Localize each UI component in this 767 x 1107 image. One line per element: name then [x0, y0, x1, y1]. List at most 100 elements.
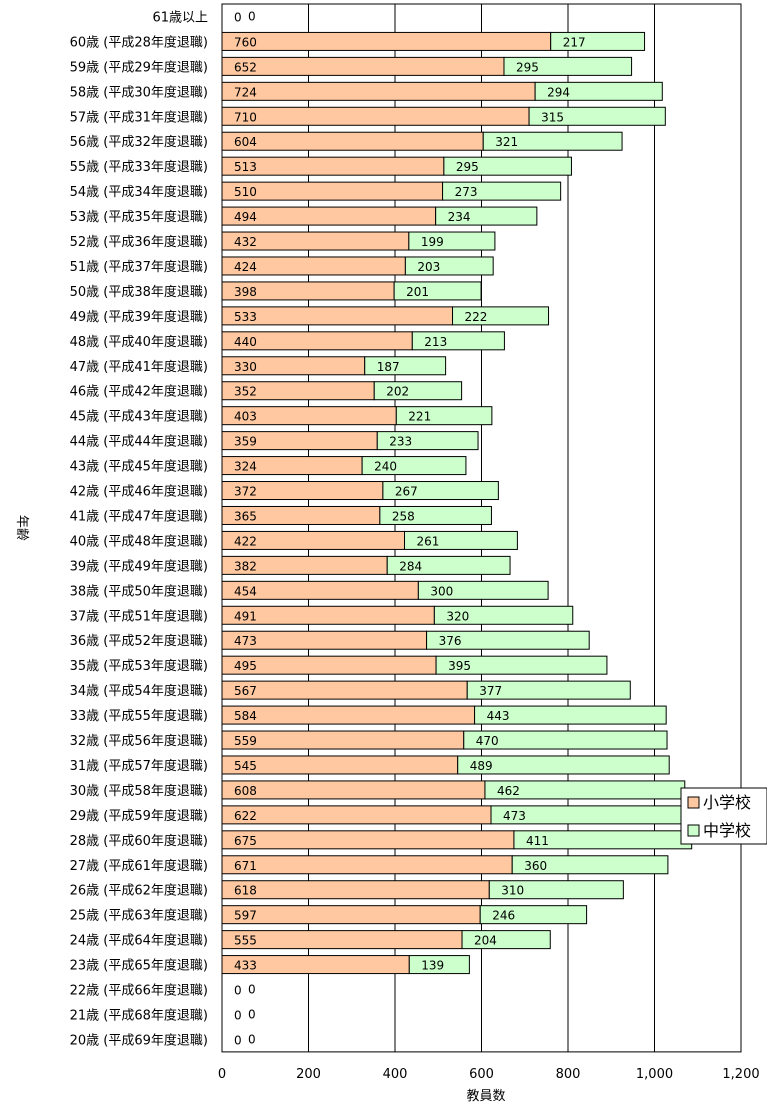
- value-label-elementary: 382: [234, 559, 257, 573]
- legend-swatch: [687, 824, 700, 837]
- value-label-junior-high: 204: [474, 934, 497, 948]
- category-label: 52歳 (平成36年度退職): [70, 234, 208, 250]
- value-label-elementary: 433: [234, 959, 257, 973]
- bar-junior-high: [361, 456, 467, 476]
- bar-junior-high: [482, 131, 623, 151]
- value-label-junior-high: 233: [389, 435, 412, 449]
- category-label: 34歳 (平成54年度退職): [70, 683, 208, 699]
- bar-elementary: [221, 905, 481, 925]
- bar-junior-high: [435, 206, 538, 226]
- category-label: 27歳 (平成61年度退職): [70, 858, 208, 874]
- value-label-elementary: 352: [234, 385, 257, 399]
- value-label-junior-high: 221: [408, 410, 431, 424]
- category-label: 35歳 (平成53年度退職): [70, 658, 208, 674]
- bar-junior-high: [443, 156, 572, 176]
- bar-junior-high: [393, 281, 482, 301]
- value-label-elementary: 324: [234, 460, 257, 474]
- value-label-elementary: 710: [234, 110, 257, 124]
- category-label: 54歳 (平成34年度退職): [70, 184, 208, 200]
- value-label-elementary: 330: [234, 360, 257, 374]
- value-label-junior-high: 0: [248, 9, 256, 23]
- value-label-elementary: 597: [234, 909, 257, 923]
- value-label-elementary: 365: [234, 509, 257, 523]
- bar-junior-high: [550, 31, 646, 51]
- value-label-elementary: 584: [234, 709, 257, 723]
- category-label: 39歳 (平成49年度退職): [70, 558, 208, 574]
- bar-elementary: [221, 730, 465, 750]
- category-label: 61歳以上: [152, 10, 208, 25]
- value-label-junior-high: 201: [406, 285, 429, 299]
- category-label: 22歳 (平成66年度退職): [70, 983, 208, 999]
- bar-junior-high: [408, 231, 496, 251]
- bar-junior-high: [364, 356, 447, 376]
- category-label: 57歳 (平成31年度退職): [70, 109, 208, 125]
- bar-elementary: [221, 705, 476, 725]
- bar-elementary: [221, 880, 490, 900]
- category-label: 43歳 (平成45年度退職): [70, 459, 208, 475]
- bar-junior-high: [457, 755, 670, 775]
- bar-elementary: [221, 81, 536, 101]
- category-label: 40歳 (平成48年度退職): [70, 533, 208, 549]
- category-label: 41歳 (平成47年度退職): [70, 508, 208, 524]
- category-label: 58歳 (平成30年度退職): [70, 84, 208, 100]
- x-axis-title: 教員数: [466, 1088, 505, 1104]
- value-label-junior-high: 443: [487, 709, 510, 723]
- value-label-junior-high: 222: [465, 310, 488, 324]
- bar-junior-high: [534, 81, 663, 101]
- value-label-junior-high: 360: [524, 859, 547, 873]
- value-label-junior-high: 213: [424, 335, 447, 349]
- value-label-elementary: 495: [234, 659, 257, 673]
- value-label-elementary: 424: [234, 260, 257, 274]
- category-label: 56歳 (平成32年度退職): [70, 134, 208, 150]
- value-label-elementary: 567: [234, 684, 257, 698]
- value-label-junior-high: 240: [374, 460, 397, 474]
- value-label-junior-high: 321: [495, 135, 518, 149]
- bar-junior-high: [417, 580, 549, 600]
- category-label: 23歳 (平成65年度退職): [70, 958, 208, 974]
- bar-junior-high: [452, 306, 550, 326]
- value-label-junior-high: 234: [448, 210, 471, 224]
- category-label: 33歳 (平成55年度退職): [70, 708, 208, 724]
- bar-junior-high: [386, 555, 511, 575]
- value-label-elementary: 422: [234, 534, 257, 548]
- value-label-elementary: 491: [234, 609, 257, 623]
- value-label-elementary: 604: [234, 135, 257, 149]
- value-label-elementary: 398: [234, 285, 257, 299]
- category-label: 31歳 (平成57年度退職): [70, 758, 208, 774]
- value-label-junior-high: 315: [541, 110, 564, 124]
- value-label-elementary: 372: [234, 485, 257, 499]
- value-label-elementary: 545: [234, 759, 257, 773]
- y-axis-title: 年齢: [14, 515, 29, 541]
- category-label: 45歳 (平成43年度退職): [70, 409, 208, 425]
- value-label-junior-high: 310: [501, 884, 524, 898]
- bar-elementary: [221, 830, 515, 850]
- bar-elementary: [221, 805, 492, 825]
- value-label-junior-high: 473: [503, 809, 526, 823]
- value-label-junior-high: 0: [248, 1007, 256, 1021]
- category-labels: 61歳以上 60歳 (平成28年度退職) 59歳 (平成29年度退職) 58歳 (平成…: [70, 10, 208, 1048]
- value-label-junior-high: 320: [446, 609, 469, 623]
- value-label-junior-high: 300: [430, 584, 453, 598]
- bar-junior-high: [411, 331, 505, 351]
- value-label-elementary: 724: [234, 85, 257, 99]
- value-label-junior-high: 246: [492, 909, 515, 923]
- value-label-elementary: 473: [234, 634, 257, 648]
- bar-elementary: [221, 930, 463, 950]
- category-label: 24歳 (平成64年度退職): [70, 933, 208, 949]
- value-label-elementary: 359: [234, 435, 257, 449]
- bar-junior-high: [395, 406, 493, 426]
- bar-elementary: [221, 780, 486, 800]
- value-label-elementary: 403: [234, 410, 257, 424]
- value-label-junior-high: 295: [456, 160, 479, 174]
- value-label-elementary: 0: [234, 1008, 242, 1022]
- bar-junior-high: [488, 880, 624, 900]
- bar-elementary: [221, 56, 505, 76]
- bar-elementary: [221, 755, 459, 775]
- value-label-elementary: 608: [234, 784, 257, 798]
- value-label-junior-high: 470: [476, 734, 499, 748]
- category-label: 44歳 (平成44年度退職): [70, 434, 208, 450]
- value-label-elementary: 510: [234, 185, 257, 199]
- category-label: 38歳 (平成50年度退職): [70, 583, 208, 599]
